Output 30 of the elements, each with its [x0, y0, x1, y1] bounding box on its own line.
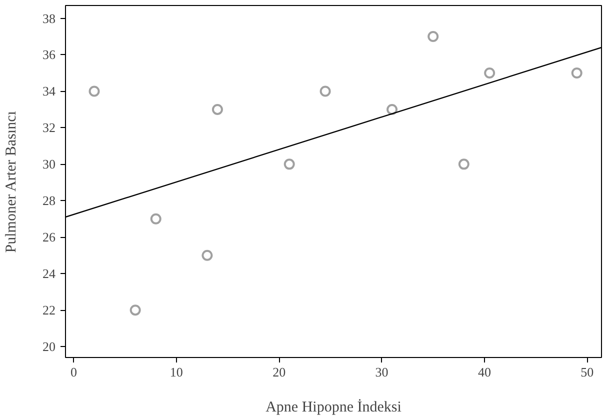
x-axis-title: Apne Hipopne İndeksi [266, 398, 402, 416]
point [88, 86, 100, 97]
x-tick-label: 30 [375, 364, 388, 380]
point [428, 31, 439, 42]
point [150, 213, 162, 224]
y-tick-label: 24 [42, 266, 56, 282]
x-tick-label: 0 [70, 364, 77, 380]
point [130, 304, 141, 316]
y-tick-label: 26 [42, 230, 56, 245]
y-axis-title: Pulmoner Arter Basıncı [4, 111, 20, 253]
x-tick-label: 40 [478, 364, 491, 380]
x-tick-label: 20 [272, 364, 286, 380]
y-tick-label: 28 [42, 193, 56, 208]
point [212, 104, 223, 115]
y-tick-label: 38 [42, 10, 56, 26]
x-tick-label: 50 [580, 364, 594, 380]
point [320, 86, 331, 97]
y-tick-label: 36 [42, 47, 56, 62]
y-tick-label: 34 [42, 84, 56, 99]
x-tick-label: 10 [170, 364, 183, 380]
y-tick-label: 30 [42, 156, 56, 172]
y-tick-label: 22 [42, 302, 56, 318]
point [458, 158, 470, 170]
point [284, 158, 295, 170]
point [386, 104, 398, 115]
y-tick-label: 20 [42, 339, 56, 354]
y-tick-label: 32 [42, 120, 56, 136]
point [571, 67, 582, 78]
point [202, 250, 213, 261]
point [484, 67, 496, 78]
